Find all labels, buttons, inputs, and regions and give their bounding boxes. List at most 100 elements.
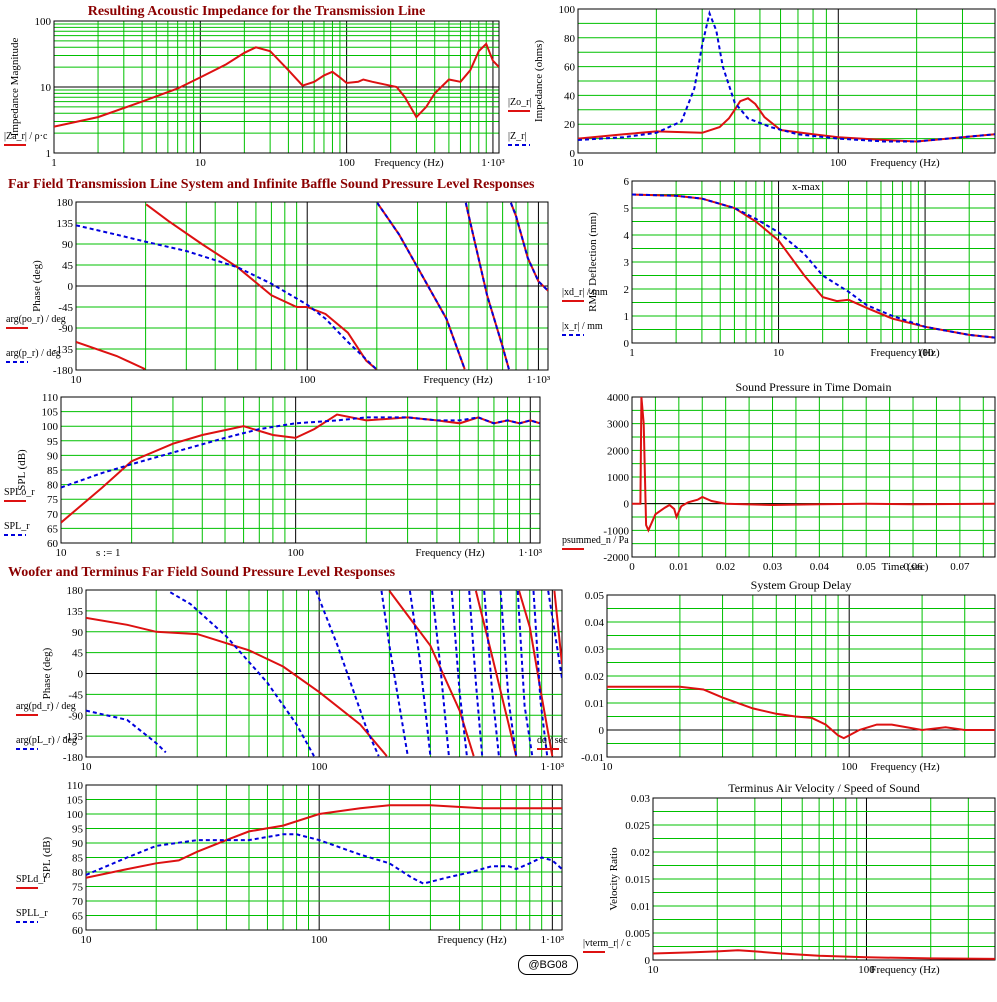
series-line-red (653, 949, 995, 960)
y-tick-label: -180 (63, 752, 84, 764)
y-tick-label: 100 (35, 16, 52, 28)
y-tick-label: 0.03 (631, 793, 651, 805)
x-tick-label: 10 (573, 157, 585, 169)
chart-title: Resulting Acoustic Impedance for the Tra… (88, 4, 426, 19)
y-tick-label: 65 (47, 523, 59, 535)
x-tick-label: 10 (602, 761, 614, 773)
series-line-red (86, 804, 562, 879)
y-tick-label: 0 (78, 669, 84, 681)
chart-time-domain: 0 0.01 0.02 0.03 0.04 0.05 0.06 0.07 -2000 -1000 0… (562, 380, 996, 573)
y-tick-label: 100 (42, 421, 59, 433)
x-tick-label: 100 (299, 374, 316, 386)
y-tick-label: 70 (47, 509, 59, 521)
y-tick-label: 95 (72, 824, 84, 836)
plot-frame (652, 797, 996, 961)
y-tick-label: 90 (62, 239, 74, 251)
x-tick-label: 100 (917, 347, 934, 359)
plot-frame (631, 396, 996, 558)
annotation: x-max (792, 181, 821, 193)
y-tick-label: 105 (42, 407, 59, 419)
y-tick-label: 40 (564, 90, 576, 102)
y-tick-label: 100 (559, 4, 576, 16)
series-line-blue (86, 833, 562, 885)
y-tick-label: 3 (624, 257, 630, 269)
y-tick-label: 75 (72, 882, 84, 894)
y-tick-label: 0 (624, 499, 630, 511)
x-tick-label: 1 (629, 347, 635, 359)
y-axis-label: Phase (deg) (31, 260, 43, 312)
grid (85, 784, 562, 931)
y-tick-label: 135 (57, 218, 74, 230)
x-axis-label: Frequency (Hz) (437, 934, 507, 946)
legend-label: SPLo_r (4, 487, 35, 498)
chart-terminus-velocity: 10 100 0 0.005 0.01 0.015 0.02 0.025 0.03 Terminu… (583, 781, 996, 976)
y-tick-label: 1000 (607, 472, 630, 484)
x-tick-label: 0.01 (669, 561, 688, 573)
y-tick-label: 75 (47, 494, 59, 506)
grid (631, 180, 996, 344)
chart-group-delay: 10 100 -0.01 0 0.01 0.02 0.03 0.04 0.05 System Gr… (537, 578, 996, 773)
y-axis-label: RMS Deflection (mm) (587, 212, 599, 312)
y-tick-label: 135 (67, 606, 84, 618)
y-tick-label: 0.04 (585, 617, 605, 629)
chart-title: Terminus Air Velocity / Speed of Sound (728, 781, 920, 795)
y-tick-label: 0.005 (625, 928, 650, 940)
y-axis-label: Velocity Ratio (608, 847, 620, 911)
y-axis-label: SPL (dB) (41, 836, 53, 878)
x-tick-label: 0 (629, 561, 635, 573)
series-line-red (61, 413, 540, 524)
y-tick-label: 0.01 (631, 901, 650, 913)
y-tick-label: -135 (53, 344, 74, 356)
legend-label: SPLd_r (16, 874, 47, 885)
grid (631, 396, 995, 558)
x-tick-label: 0.06 (903, 561, 923, 573)
x-axis-label: Frequency (Hz) (870, 964, 940, 976)
y-tick-label: -0.01 (581, 752, 604, 764)
x-tick-label: 1 (51, 157, 57, 169)
y-tick-label: 0.05 (585, 590, 605, 602)
y-tick-label: 4000 (607, 392, 630, 404)
x-tick-label: 100 (830, 157, 847, 169)
y-axis-label: Impedance (ohms) (533, 40, 545, 122)
x-tick-label: 10 (195, 157, 207, 169)
plot-frame (577, 8, 996, 154)
y-tick-label: -1000 (603, 525, 629, 537)
y-tick-label: 1 (624, 311, 630, 323)
y-tick-label: 95 (47, 436, 59, 448)
x-tick-label: 1·10³ (481, 157, 505, 169)
x-tick-label: 10 (71, 374, 83, 386)
chart-driver-terminus-phase: 10 100 1·10³ -180 -135 -90 -45 0 45 90 135 180 Phase… (16, 585, 565, 773)
y-tick-label: 0.025 (625, 820, 650, 832)
x-tick-label: 0.04 (810, 561, 830, 573)
series-line-red (86, 590, 562, 757)
y-tick-label: 105 (67, 795, 84, 807)
y-tick-label: -135 (63, 731, 84, 743)
x-tick-label: 1·10³ (519, 547, 543, 559)
y-tick-label: 0.02 (585, 671, 604, 683)
y-tick-label: 80 (47, 480, 59, 492)
chart-spl-driver-terminus: 10 100 1·10³ 60 65 70 75 80 85 90 95 100 105 110 Frequ… (16, 780, 565, 946)
y-tick-label: 0 (645, 955, 651, 967)
legend-label: SPLL_r (16, 908, 48, 919)
y-tick-label: 60 (72, 925, 84, 937)
series-line-red (76, 202, 548, 370)
y-tick-label: -180 (53, 365, 74, 377)
y-axis-label: SPL (dB) (16, 449, 28, 491)
y-tick-label: 90 (72, 838, 84, 850)
woofer-terminus-section-header: Woofer and Terminus Far Field Sound Pres… (8, 565, 396, 580)
legend-label: |Zo_r| (508, 97, 531, 108)
y-tick-label: 0 (570, 148, 576, 160)
y-tick-label: 5 (624, 203, 630, 215)
x-tick-label: 100 (311, 934, 328, 946)
x-tick-label: 100 (311, 761, 328, 773)
x-tick-label: 100 (858, 964, 875, 976)
y-tick-label: 80 (72, 867, 84, 879)
chart-electrical-impedance: 10 100 0 20 40 60 80 100 Frequency (Hz) Impedance… (508, 4, 996, 169)
x-tick-label: 100 (338, 157, 355, 169)
y-tick-label: 4 (624, 230, 630, 242)
y-tick-label: 0 (68, 281, 74, 293)
plot-frame (85, 589, 563, 758)
chart-acoustic-impedance: 1 10 100 1·10³ 1 10 100 Resulting Acoustic Impe… (4, 4, 505, 169)
y-tick-label: 85 (47, 465, 59, 477)
